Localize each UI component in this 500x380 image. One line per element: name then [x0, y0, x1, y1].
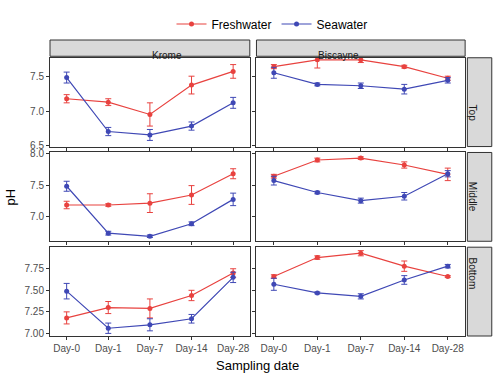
svg-text:7.75: 7.75 [25, 263, 45, 274]
svg-text:Biscayne: Biscayne [318, 50, 359, 61]
svg-text:Krome: Krome [152, 50, 182, 61]
svg-text:7.25: 7.25 [25, 306, 45, 317]
svg-text:Day-28: Day-28 [432, 343, 465, 354]
svg-text:Day-7: Day-7 [347, 343, 374, 354]
svg-text:Day-14: Day-14 [388, 343, 421, 354]
svg-text:Day-0: Day-0 [53, 343, 80, 354]
svg-text:7.0: 7.0 [30, 211, 44, 222]
svg-text:Freshwater: Freshwater [212, 18, 272, 32]
svg-text:Middle: Middle [467, 182, 478, 212]
svg-text:Day-1: Day-1 [304, 343, 331, 354]
svg-text:7.5: 7.5 [30, 71, 44, 82]
svg-text:7.50: 7.50 [25, 285, 45, 296]
svg-text:Day-7: Day-7 [137, 343, 164, 354]
svg-text:Seawater: Seawater [317, 18, 368, 32]
svg-text:7.5: 7.5 [30, 180, 44, 191]
svg-text:8.0: 8.0 [30, 148, 44, 159]
svg-text:Bottom: Bottom [467, 258, 478, 290]
svg-text:7.0: 7.0 [30, 106, 44, 117]
svg-text:Day-1: Day-1 [95, 343, 122, 354]
svg-text:pH: pH [3, 189, 18, 206]
svg-text:7.00: 7.00 [25, 328, 45, 339]
svg-text:Day-0: Day-0 [261, 343, 288, 354]
svg-text:Day-28: Day-28 [217, 343, 250, 354]
svg-text:Day-14: Day-14 [175, 343, 208, 354]
svg-text:6.5: 6.5 [30, 140, 44, 151]
svg-text:Sampling date: Sampling date [216, 358, 299, 373]
svg-text:Top: Top [467, 105, 478, 122]
